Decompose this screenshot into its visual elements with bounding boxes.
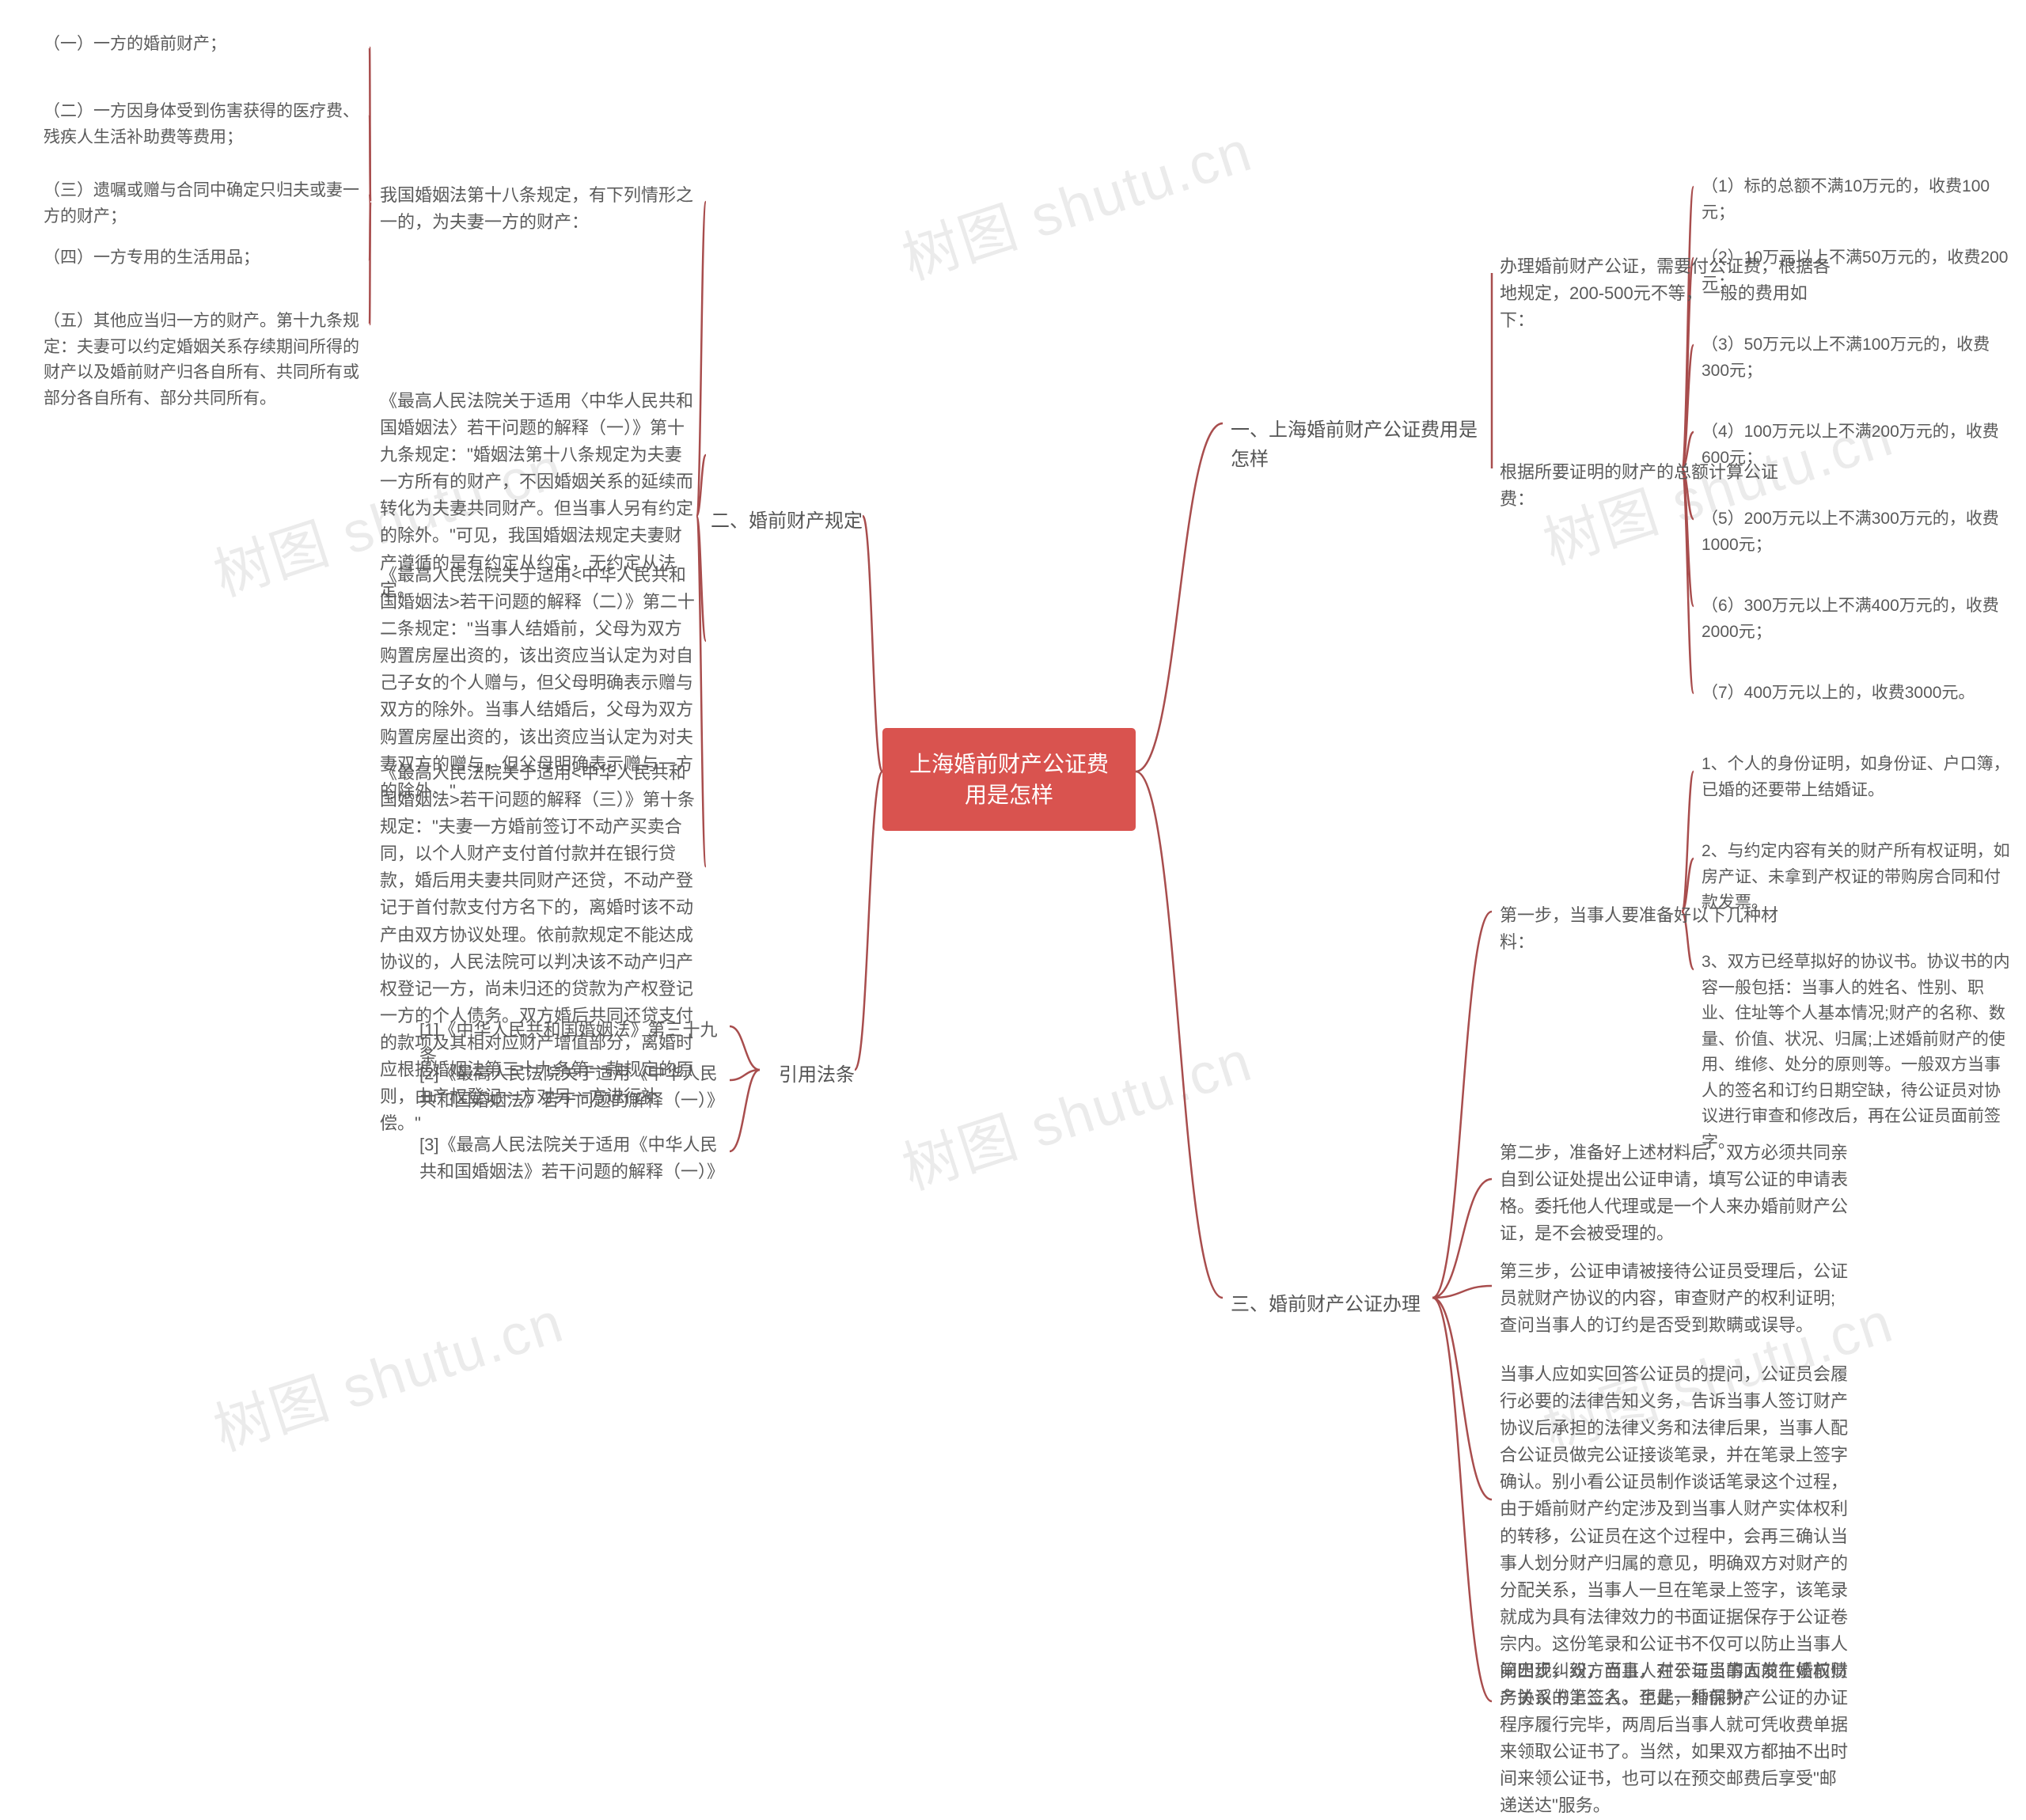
- node-fee-4: （5）200万元以上不满300万元的，收费1000元；: [1702, 506, 2010, 558]
- watermark: 树图 shutu.cn: [890, 104, 1261, 295]
- node-l1-leaf-1: （二）一方因身体受到伤害获得的医疗费、残疾人生活补助费等费用；: [44, 99, 360, 150]
- node-l1-leaf-0: （一）一方的婚前财产；: [44, 32, 360, 58]
- section-l2: 引用法条: [768, 1060, 855, 1090]
- node-l2-c1: [2]《最高人民法院关于适用《中华人民共和国婚姻法》若干问题的解释（一）》: [419, 1060, 728, 1114]
- node-r2-c2: 第三步，公证申请被接待公证员受理后，公证员就财产协议的内容，审查财产的权利证明;…: [1500, 1258, 1848, 1339]
- node-fee-2: （3）50万元以上不满100万元的，收费300元；: [1702, 332, 2010, 384]
- watermark: 树图 shutu.cn: [202, 1276, 572, 1466]
- section-l1: 二、婚前财产规定: [696, 506, 863, 536]
- node-l1-leaf-4: （五）其他应当归一方的财产。第十九条规定：夫妻可以约定婚姻关系存续期间所得的财产…: [44, 309, 360, 411]
- root-node: 上海婚前财产公证费用是怎样: [882, 728, 1136, 831]
- node-fee-6: （7）400万元以上的，收费3000元。: [1702, 681, 2010, 707]
- watermark: 树图 shutu.cn: [890, 1014, 1261, 1205]
- node-fee-0: （1）标的总额不满10万元的，收费100元；: [1702, 174, 2010, 226]
- node-fee-5: （6）300万元以上不满400万元的，收费2000元；: [1702, 593, 2010, 645]
- node-l1-c0: 我国婚姻法第十八条规定，有下列情形之一的，为夫妻一方的财产：: [380, 182, 696, 236]
- node-r2-c4: 第四步，双方当事人在公证员的面前在婚前财产协议书上签名。至此，婚前财产公证的办证…: [1500, 1658, 1848, 1820]
- node-l2-c2: [3]《最高人民法院关于适用《中华人民共和国婚姻法》若干问题的解释（一）》: [419, 1132, 728, 1185]
- section-r2: 三、婚前财产公证办理: [1231, 1290, 1436, 1319]
- node-l1-leaf-2: （三）遗嘱或赠与合同中确定只归夫或妻一方的财产；: [44, 178, 360, 229]
- node-r2-c1: 第二步，准备好上述材料后，双方必须共同亲自到公证处提出公证申请，填写公证的申请表…: [1500, 1139, 1848, 1247]
- node-step1-0: 1、个人的身份证明，如身份证、户口簿，已婚的还要带上结婚证。: [1702, 752, 2010, 803]
- node-fee-3: （4）100万元以上不满200万元的，收费600元；: [1702, 419, 2010, 471]
- node-l1-leaf-3: （四）一方专用的生活用品；: [44, 245, 360, 271]
- section-r1: 一、上海婚前财产公证费用是怎样: [1231, 415, 1484, 474]
- node-step1-1: 2、与约定内容有关的财产所有权证明，如房产证、未拿到产权证的带购房合同和付款发票…: [1702, 839, 2010, 916]
- node-fee-1: （2）10万元以上不满50万元的，收费200元；: [1702, 245, 2010, 297]
- node-step1-2: 3、双方已经草拟好的协议书。协议书的内容一般包括：当事人的姓名、性别、职业、住址…: [1702, 950, 2010, 1155]
